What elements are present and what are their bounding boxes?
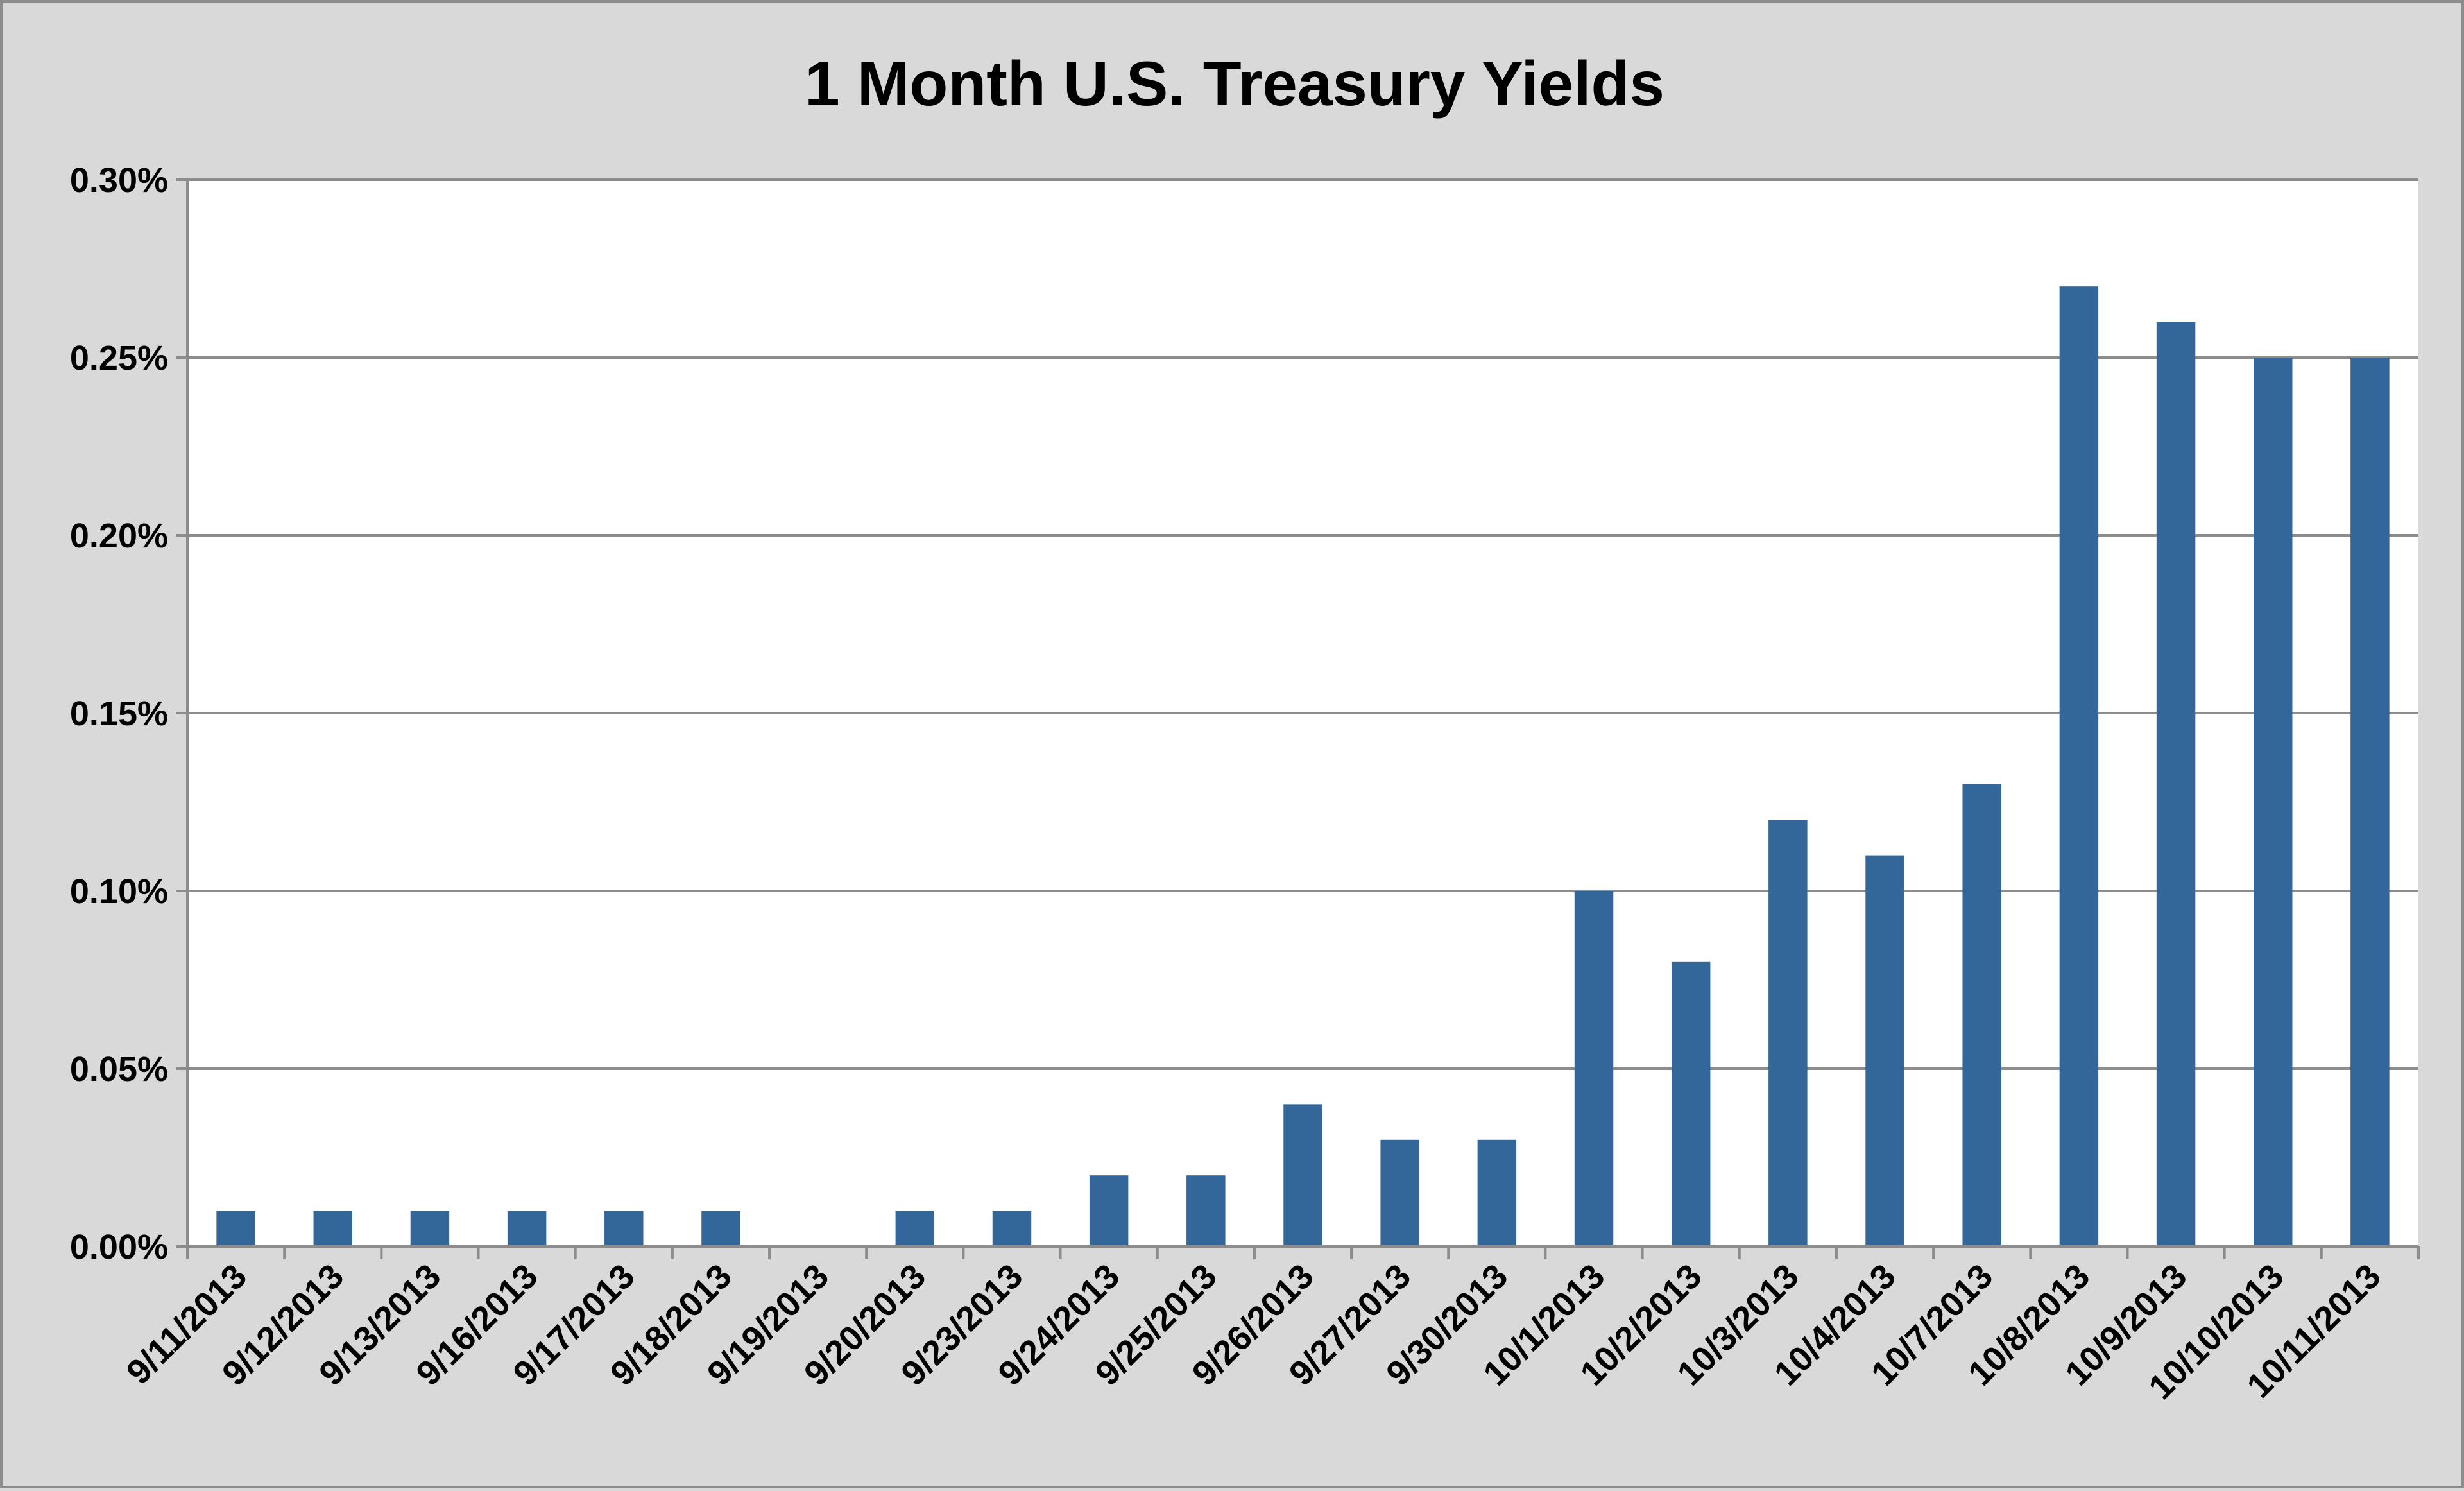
y-tick-label: 0.20%: [70, 517, 168, 555]
bar: [1671, 961, 1711, 1246]
chart-title: 1 Month U.S. Treasury Yields: [805, 48, 1664, 119]
axes: [186, 180, 2420, 1259]
bar: [216, 1211, 255, 1246]
bar: [895, 1211, 935, 1246]
bar: [1089, 1175, 1129, 1246]
bar: [1186, 1175, 1226, 1246]
bar: [1865, 855, 1904, 1246]
y-tick-label: 0.10%: [70, 872, 168, 911]
bar: [2156, 322, 2196, 1247]
bar: [2350, 358, 2390, 1246]
y-tick-label: 0.05%: [70, 1050, 168, 1089]
y-tick-label: 0.25%: [70, 339, 168, 377]
bar: [701, 1211, 740, 1246]
bar: [604, 1211, 644, 1246]
bar: [1283, 1104, 1322, 1246]
bar: [1477, 1139, 1517, 1246]
bar: [1768, 820, 1808, 1246]
bars: [216, 286, 2390, 1247]
bar: [313, 1211, 352, 1246]
bar: [2059, 286, 2099, 1247]
bar: [1380, 1139, 1419, 1246]
bar: [992, 1211, 1032, 1246]
y-tick-label: 0.15%: [70, 694, 168, 733]
y-axis-tick-labels: 0.00% 0.05% 0.10% 0.15% 0.20% 0.25% 0.30%: [70, 161, 168, 1266]
bar-chart: 1 Month U.S. Treasury Yields 0.00%0.05%0…: [70, 48, 2420, 1407]
bar: [507, 1211, 547, 1246]
y-tick-label: 0.00%: [70, 1228, 168, 1266]
y-tick-label: 0.30%: [70, 161, 168, 200]
bar: [1574, 891, 1614, 1246]
bar: [2254, 358, 2293, 1246]
bar: [410, 1211, 450, 1246]
x-axis-tick-labels: 9/11/20139/12/20139/13/20139/16/20139/17…: [119, 1257, 2388, 1407]
bar: [1962, 784, 2001, 1246]
